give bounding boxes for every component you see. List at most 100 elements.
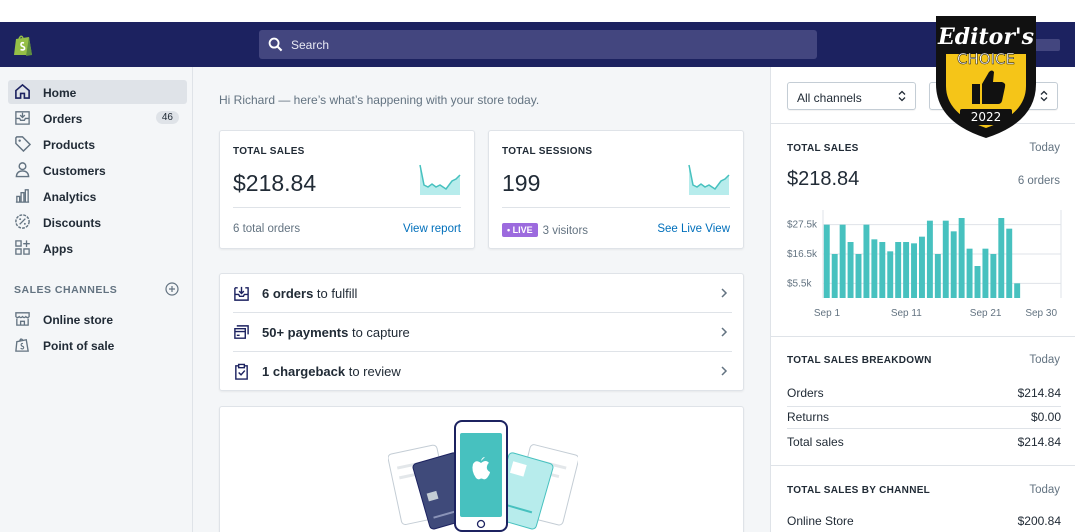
breakdown-row-orders: Orders $214.84 — [787, 383, 1061, 403]
task-fulfill-orders[interactable]: 6 orders to fulfill — [220, 274, 745, 313]
orders-icon — [15, 111, 30, 125]
thumbs-up-icon — [972, 70, 1006, 104]
channel-select[interactable]: All channels — [787, 82, 916, 110]
badge-year-text: 2022 — [971, 110, 1002, 124]
section-divider — [771, 123, 1075, 124]
chart-bar — [871, 239, 878, 298]
chart-y-tick-label: $16.5k — [787, 249, 818, 260]
breakdown-row-total: Total sales $214.84 — [787, 432, 1061, 452]
row-divider — [787, 428, 1061, 429]
channel-label: Online Store — [787, 514, 854, 528]
chart-bar — [998, 218, 1005, 298]
store-icon — [15, 312, 30, 326]
phone-and-cards-illustration-icon — [388, 420, 578, 532]
bar-chart-icon — [15, 189, 30, 203]
chart-bar — [911, 243, 917, 298]
chart-bar — [950, 231, 957, 298]
tasks-card: 6 orders to fulfill 50+ payments to capt… — [219, 273, 744, 391]
task-review-chargeback[interactable]: 1 chargeback to review — [220, 352, 745, 391]
home-icon — [15, 83, 30, 99]
user-menu[interactable] — [1030, 39, 1060, 51]
sessions-sparkline-icon — [688, 164, 730, 195]
main-content: Hi Richard — here’s what’s happening wit… — [193, 67, 770, 532]
total-sessions-label: TOTAL SESSIONS — [502, 146, 593, 157]
chevron-right-icon — [721, 327, 728, 337]
section-divider — [771, 336, 1075, 337]
search-icon — [268, 37, 283, 52]
sidebar-item-label: Point of sale — [43, 339, 115, 353]
payments-icon — [234, 325, 249, 339]
by-channel-period: Today — [1029, 484, 1060, 496]
sidebar-item-orders[interactable]: Orders 46 — [8, 106, 187, 130]
sidebar-item-label: Analytics — [43, 190, 97, 204]
badge-editors-text: Editor's — [937, 24, 1034, 50]
chart-y-tick-label: $5.5k — [787, 278, 812, 289]
sidebar-item-label: Products — [43, 138, 96, 152]
chart-bar — [990, 254, 997, 298]
card-divider — [502, 207, 730, 208]
task-text: 6 orders to fulfill — [262, 286, 358, 301]
total-sales-title: TOTAL SALES — [787, 143, 859, 154]
sidebar-item-home[interactable]: Home — [8, 80, 187, 104]
pos-promo-card — [219, 406, 744, 532]
search-input[interactable]: Search — [259, 30, 817, 59]
total-sales-amount: $218.84 — [787, 168, 860, 190]
select-arrows-icon — [898, 90, 906, 102]
row-divider — [787, 406, 1061, 407]
chart-bar — [919, 236, 925, 298]
channel-select-value: All channels — [797, 91, 862, 105]
select-arrows-icon — [1040, 90, 1048, 102]
channel-row-online-store: Online Store $200.84 — [787, 511, 1061, 531]
chart-x-tick-label: Sep 1 — [814, 308, 841, 319]
apps-icon — [15, 240, 30, 255]
fulfill-icon — [234, 286, 249, 301]
chart-bar — [974, 266, 981, 298]
add-channel-icon[interactable] — [165, 282, 179, 296]
sales-channels-title: SALES CHANNELS — [14, 284, 118, 296]
top-band — [0, 0, 1075, 22]
breakdown-value: $0.00 — [1030, 410, 1061, 424]
total-sales-orders: 6 orders — [1017, 175, 1060, 187]
total-sales-label: TOTAL SALES — [233, 146, 305, 157]
top-bar: Search — [0, 22, 1075, 67]
by-channel-title: TOTAL SALES BY CHANNEL — [787, 485, 931, 496]
total-sales-period: Today — [1029, 142, 1060, 154]
sidebar-item-online-store[interactable]: Online store — [8, 307, 187, 331]
chart-bar — [847, 242, 854, 298]
sidebar-item-label: Apps — [43, 242, 73, 256]
chart-bar — [887, 251, 894, 298]
task-capture-payments[interactable]: 50+ payments to capture — [220, 313, 745, 352]
sales-bar-chart: $27.5k $16.5k $5.5k Sep 1 Sep 11 Sep 21 Sep 30 — [787, 210, 1062, 319]
clipboard-check-icon — [235, 363, 248, 380]
breakdown-label: Orders — [787, 386, 824, 400]
breakdown-row-returns: Returns $0.00 — [787, 407, 1061, 427]
breakdown-period: Today — [1029, 354, 1060, 366]
chevron-right-icon — [721, 288, 728, 298]
total-sessions-value: 199 — [502, 170, 541, 196]
sidebar-item-customers[interactable]: Customers — [8, 158, 187, 182]
see-live-view-link[interactable]: See Live View — [657, 223, 730, 235]
tag-icon — [15, 136, 31, 152]
chart-bar — [942, 220, 949, 298]
total-sessions-card: TOTAL SESSIONS 199 • LIVE 3 visitors See … — [488, 130, 744, 249]
sidebar-item-label: Home — [43, 86, 77, 100]
chart-bar — [1014, 283, 1021, 298]
sidebar: Home Orders 46 Products Customers Analyt… — [0, 67, 193, 532]
task-divider — [233, 351, 732, 352]
editors-choice-badge: Editor's CHOICE 2022 — [936, 16, 1036, 138]
total-orders-text: 6 total orders — [233, 223, 301, 235]
chart-bar — [855, 254, 862, 298]
sidebar-item-products[interactable]: Products — [8, 132, 187, 156]
task-text: 50+ payments to capture — [262, 325, 410, 340]
view-report-link[interactable]: View report — [403, 223, 461, 235]
sidebar-item-discounts[interactable]: Discounts — [8, 210, 187, 234]
chart-y-tick-label: $27.5k — [787, 220, 818, 231]
sidebar-item-analytics[interactable]: Analytics — [8, 184, 187, 208]
sidebar-item-point-of-sale[interactable]: Point of sale — [8, 333, 187, 357]
chart-bar — [958, 218, 965, 298]
shopify-bag-icon[interactable] — [12, 33, 34, 57]
total-sales-value: $218.84 — [233, 170, 317, 196]
sidebar-item-apps[interactable]: Apps — [8, 236, 187, 260]
task-divider — [233, 312, 732, 313]
